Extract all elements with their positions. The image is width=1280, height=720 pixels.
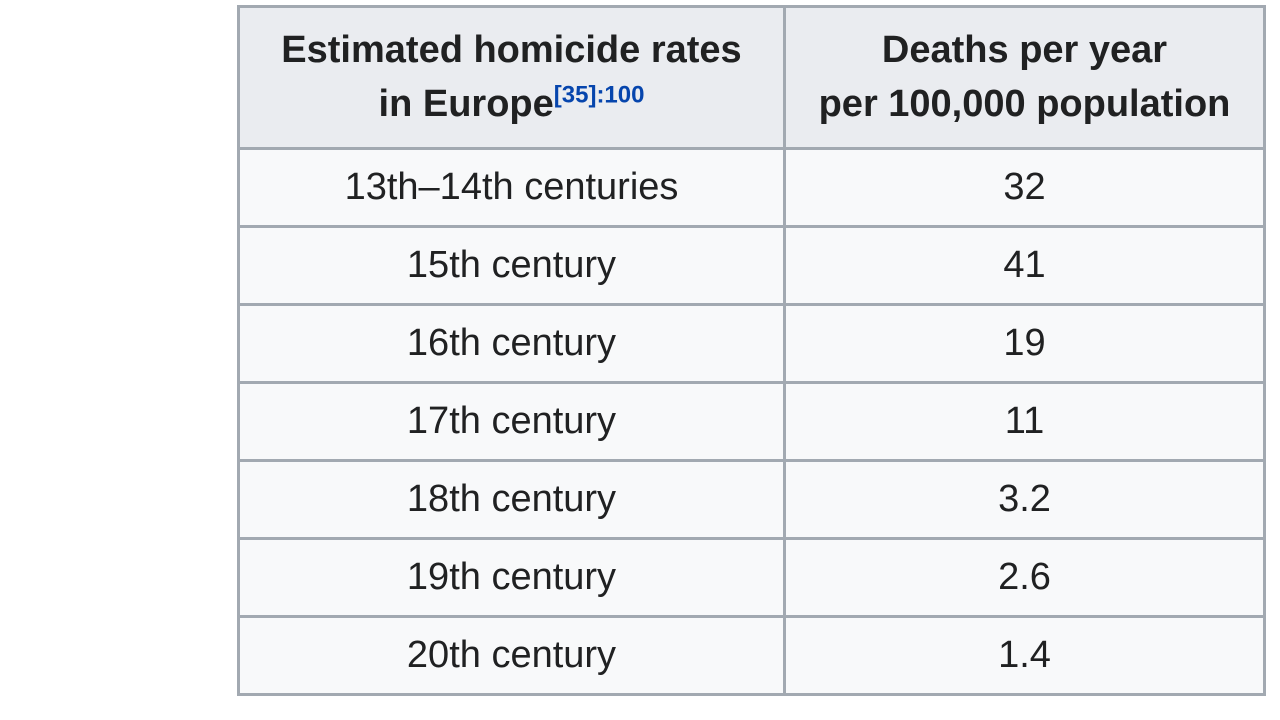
header-period-line2: in Europe xyxy=(378,82,554,125)
period-cell: 18th century xyxy=(237,459,786,540)
header-row: Estimated homicide rates in Europe[35]:1… xyxy=(237,5,1266,150)
table-row: 13th–14th centuries 32 xyxy=(237,147,1266,228)
table-row: 20th century 1.4 xyxy=(237,615,1266,696)
period-cell: 15th century xyxy=(237,225,786,306)
header-period-line1: Estimated homicide rates xyxy=(281,28,742,71)
table-row: 15th century 41 xyxy=(237,225,1266,306)
rate-cell: 19 xyxy=(783,303,1266,384)
column-header-period: Estimated homicide rates in Europe[35]:1… xyxy=(237,5,786,150)
table-row: 19th century 2.6 xyxy=(237,537,1266,618)
rate-cell: 32 xyxy=(783,147,1266,228)
rate-cell: 3.2 xyxy=(783,459,1266,540)
rate-cell: 11 xyxy=(783,381,1266,462)
rate-cell: 41 xyxy=(783,225,1266,306)
homicide-rates-table: Estimated homicide rates in Europe[35]:1… xyxy=(237,5,1266,696)
period-cell: 13th–14th centuries xyxy=(237,147,786,228)
column-header-rate: Deaths per year per 100,000 population xyxy=(783,5,1266,150)
header-rate-line1: Deaths per year xyxy=(881,28,1168,71)
table-row: 16th century 19 xyxy=(237,303,1266,384)
citation-ref: [35]:100 xyxy=(554,81,645,108)
period-cell: 20th century xyxy=(237,615,786,696)
citation-link[interactable]: [35] xyxy=(553,80,597,108)
rate-cell: 2.6 xyxy=(783,537,1266,618)
table-row: 18th century 3.2 xyxy=(237,459,1266,540)
citation-page-number: :100 xyxy=(596,80,645,108)
period-cell: 17th century xyxy=(237,381,786,462)
period-cell: 16th century xyxy=(237,303,786,384)
header-rate-line2: per 100,000 population xyxy=(818,82,1231,125)
rate-cell: 1.4 xyxy=(783,615,1266,696)
period-cell: 19th century xyxy=(237,537,786,618)
table-row: 17th century 11 xyxy=(237,381,1266,462)
